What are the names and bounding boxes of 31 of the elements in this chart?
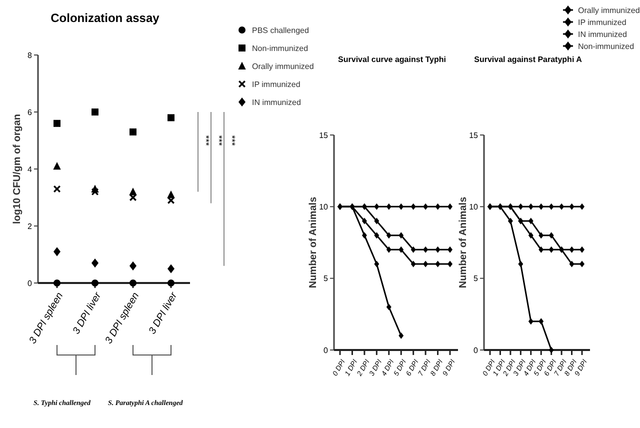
- y-axis-title: Number of Animals: [308, 196, 319, 288]
- y-tick-label: 15: [469, 130, 479, 140]
- legend-label: PBS challenged: [252, 26, 309, 35]
- y-tick-label: 4: [28, 164, 33, 174]
- legend-label: Non-immunized: [578, 42, 634, 51]
- y-tick-label: 5: [474, 274, 479, 284]
- legend-label: Orally immunized: [578, 6, 640, 15]
- chart-title: Survival against Paratyphi A: [474, 55, 582, 64]
- y-tick-label: 8: [28, 50, 33, 60]
- text: ***: [227, 135, 237, 146]
- y-axis-title: log10 CFU/gm of organ: [12, 114, 23, 224]
- y-tick-label: 0: [474, 346, 479, 355]
- text: ***: [201, 135, 211, 146]
- legend-label: IN immunized: [578, 30, 627, 39]
- chart-title: Colonization assay: [50, 11, 160, 25]
- y-tick-label: 0: [28, 278, 33, 288]
- legend-label: IP immunized: [252, 80, 300, 89]
- y-tick-label: 5: [324, 274, 329, 284]
- y-axis-title: Number of Animals: [458, 196, 469, 288]
- y-tick-label: 6: [28, 108, 33, 117]
- legend-label: IN immunized: [252, 98, 301, 107]
- y-tick-label: 2: [28, 222, 33, 231]
- chart-title: Survival curve against Typhi: [338, 55, 446, 64]
- legend-label: IP immunized: [578, 18, 626, 27]
- legend-label: Orally immunized: [252, 62, 314, 71]
- legend-label: Non-immunized: [252, 44, 308, 53]
- y-tick-label: 15: [319, 130, 329, 140]
- y-tick-label: 0: [324, 346, 329, 355]
- text: ***: [214, 135, 224, 146]
- y-tick-label: 10: [469, 202, 479, 212]
- y-tick-label: 10: [319, 202, 329, 212]
